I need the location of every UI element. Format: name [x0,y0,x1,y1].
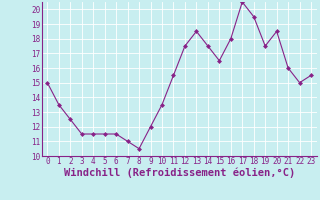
X-axis label: Windchill (Refroidissement éolien,°C): Windchill (Refroidissement éolien,°C) [64,168,295,178]
